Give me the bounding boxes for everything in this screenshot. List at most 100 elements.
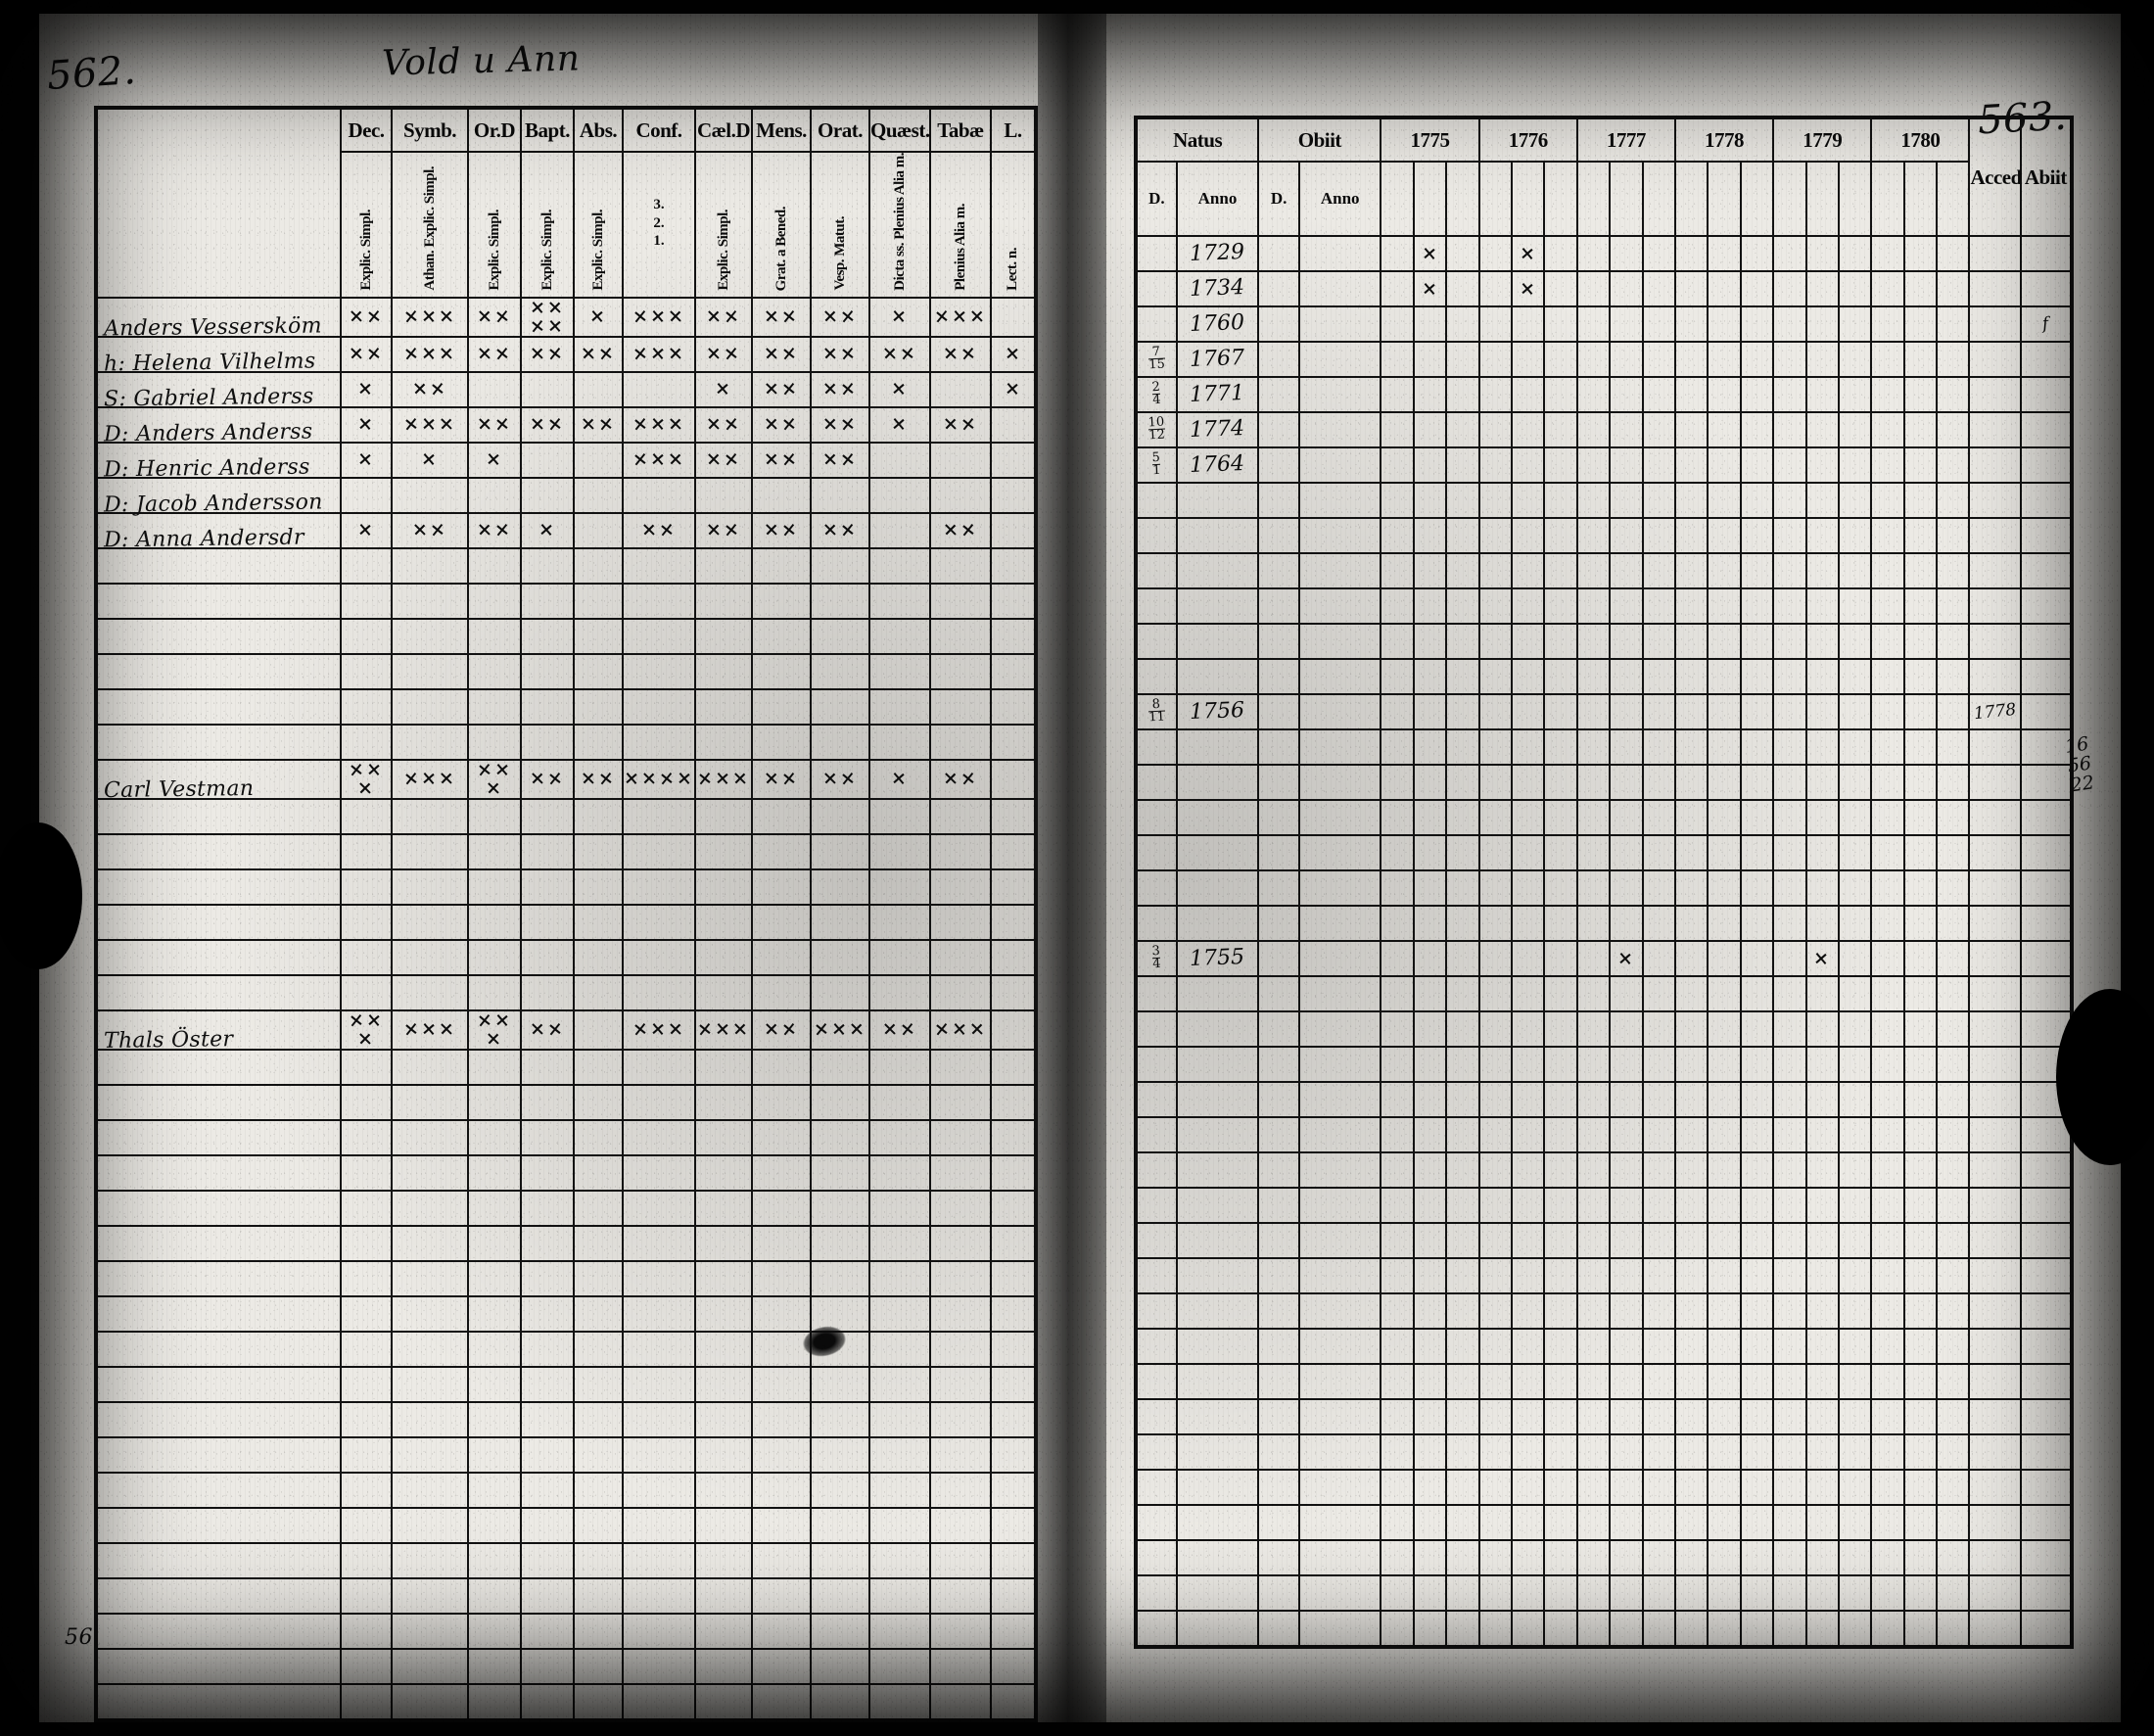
year-1777-slot[interactable] (1575, 940, 1612, 977)
exam-mark-cell[interactable] (751, 1189, 812, 1227)
year-1776-slot[interactable] (1477, 1363, 1514, 1400)
exam-mark-cell[interactable] (391, 1435, 469, 1474)
exam-mark-cell[interactable] (520, 938, 575, 976)
exam-mark-cell[interactable] (929, 476, 992, 514)
year-1776-slot[interactable] (1543, 1539, 1578, 1576)
year-1777-slot[interactable] (1641, 1292, 1676, 1330)
exam-mark-cell[interactable] (622, 1506, 696, 1544)
abiit-cell[interactable]: f (2019, 305, 2074, 343)
year-1775-slot[interactable] (1380, 1469, 1415, 1506)
year-1778-slot[interactable] (1707, 1328, 1742, 1365)
exam-mark-cell[interactable] (622, 1541, 696, 1579)
natus-year-cell[interactable] (1175, 1292, 1260, 1330)
exam-mark-cell[interactable]: ×× (573, 758, 624, 800)
natus-year-cell[interactable] (1175, 869, 1260, 907)
year-1776-slot[interactable] (1477, 1081, 1514, 1118)
year-1778-slot[interactable] (1739, 905, 1775, 942)
exam-mark-cell[interactable] (990, 1612, 1037, 1650)
acced-cell[interactable] (1968, 552, 2022, 589)
year-1779-slot[interactable] (1837, 869, 1873, 907)
person-name-cell[interactable] (95, 1294, 342, 1333)
year-1776-slot[interactable] (1511, 482, 1546, 519)
exam-mark-cell[interactable] (622, 903, 696, 941)
exam-mark-cell[interactable] (694, 1576, 753, 1615)
year-1779-slot[interactable] (1804, 1363, 1840, 1400)
exam-mark-cell[interactable] (520, 903, 575, 941)
year-1779-slot[interactable] (1837, 1398, 1873, 1435)
obiit-day-cell[interactable] (1257, 799, 1300, 836)
exam-mark-cell[interactable] (622, 370, 696, 408)
exam-mark-cell[interactable] (573, 1294, 624, 1333)
year-1776-slot[interactable] (1543, 834, 1578, 871)
year-1776-slot[interactable] (1511, 658, 1546, 695)
year-1780-slot[interactable] (1870, 235, 1905, 272)
year-1780-slot[interactable] (1870, 869, 1905, 907)
exam-mark-cell[interactable] (990, 405, 1037, 444)
year-1778-slot[interactable] (1739, 1328, 1775, 1365)
exam-mark-cell[interactable] (990, 476, 1037, 514)
exam-mark-cell[interactable]: ×× (751, 1009, 812, 1051)
exam-mark-cell[interactable]: × (990, 335, 1037, 373)
exam-mark-cell[interactable] (868, 1612, 931, 1650)
year-1775-slot[interactable] (1445, 1328, 1480, 1365)
year-1778-slot[interactable] (1707, 799, 1742, 836)
year-1780-slot[interactable] (1936, 411, 1971, 448)
exam-mark-cell[interactable] (868, 1294, 931, 1333)
exam-mark-cell[interactable] (751, 1048, 812, 1086)
exam-mark-cell[interactable] (340, 1400, 393, 1438)
abiit-cell[interactable] (2019, 1257, 2074, 1294)
year-1777-slot[interactable] (1641, 235, 1676, 272)
obiit-day-cell[interactable] (1257, 728, 1300, 766)
year-1780-slot[interactable] (1902, 1081, 1939, 1118)
exam-mark-cell[interactable] (622, 868, 696, 906)
year-1776-slot[interactable] (1543, 764, 1578, 801)
year-1776-slot[interactable] (1511, 1257, 1546, 1294)
year-1776-slot[interactable] (1543, 1433, 1578, 1471)
year-1777-slot[interactable] (1575, 693, 1612, 730)
year-1776-slot[interactable] (1543, 1328, 1578, 1365)
exam-mark-cell[interactable] (990, 758, 1037, 800)
year-1778-slot[interactable] (1739, 1363, 1775, 1400)
acced-cell[interactable] (1968, 1151, 2022, 1189)
natus-year-cell[interactable]: 1774 (1175, 411, 1260, 448)
acced-cell[interactable] (1968, 517, 2022, 554)
year-1779-slot[interactable] (1804, 1151, 1840, 1189)
exam-mark-cell[interactable] (573, 1612, 624, 1650)
exam-mark-cell[interactable] (990, 582, 1037, 620)
exam-mark-cell[interactable] (340, 582, 393, 620)
year-1777-slot[interactable] (1609, 1292, 1644, 1330)
year-1780-slot[interactable] (1936, 270, 1971, 307)
year-1779-slot[interactable] (1804, 764, 1840, 801)
year-1779-slot[interactable] (1804, 1081, 1840, 1118)
year-1777-slot[interactable] (1609, 305, 1644, 343)
natus-day-cell[interactable] (1135, 623, 1178, 660)
obiit-year-cell[interactable] (1297, 1116, 1382, 1153)
exam-mark-cell[interactable] (520, 617, 575, 655)
exam-mark-cell[interactable]: ××× (929, 296, 992, 338)
year-1780-slot[interactable] (1902, 1222, 1939, 1259)
year-1777-slot[interactable] (1641, 305, 1676, 343)
obiit-year-cell[interactable] (1297, 693, 1382, 730)
year-1775-slot[interactable] (1412, 411, 1448, 448)
acced-cell[interactable] (1968, 1010, 2022, 1048)
exam-mark-cell[interactable] (340, 797, 393, 835)
exam-mark-cell[interactable] (929, 687, 992, 726)
exam-mark-cell[interactable]: × (573, 296, 624, 338)
exam-mark-cell[interactable] (810, 1153, 870, 1192)
year-1777-slot[interactable] (1641, 799, 1676, 836)
exam-mark-cell[interactable] (751, 903, 812, 941)
year-1775-slot[interactable] (1412, 1222, 1448, 1259)
year-1778-slot[interactable] (1707, 623, 1742, 660)
year-1778-slot[interactable] (1739, 552, 1775, 589)
year-1776-slot[interactable] (1511, 1151, 1546, 1189)
year-1777-slot[interactable] (1575, 1504, 1612, 1541)
year-1779-slot[interactable] (1804, 552, 1840, 589)
exam-mark-cell[interactable] (622, 1083, 696, 1121)
exam-mark-cell[interactable]: ×× (391, 370, 469, 408)
natus-year-cell[interactable] (1175, 1081, 1260, 1118)
exam-mark-cell[interactable] (467, 1189, 522, 1227)
year-1779-slot[interactable] (1837, 728, 1873, 766)
exam-mark-cell[interactable] (340, 687, 393, 726)
year-1778-slot[interactable] (1707, 1504, 1742, 1541)
abiit-cell[interactable] (2019, 1574, 2074, 1612)
